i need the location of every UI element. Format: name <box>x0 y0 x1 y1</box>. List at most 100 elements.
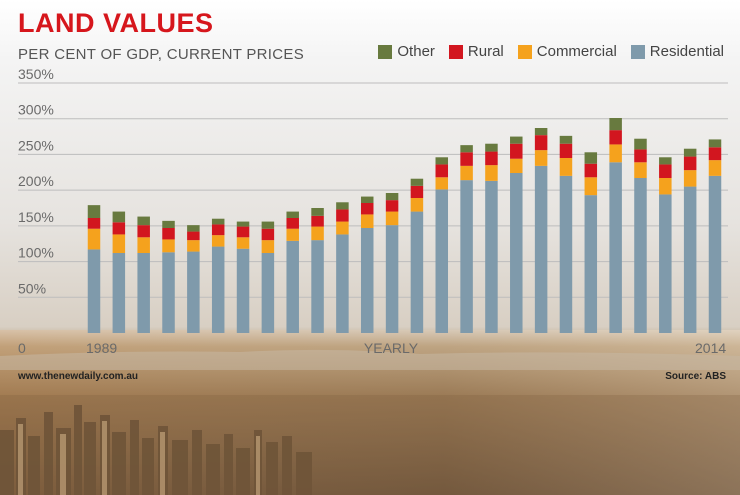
legend-label-residential: Residential <box>649 43 724 60</box>
bar-other <box>559 135 573 144</box>
legend-item-other: Other <box>378 43 435 60</box>
bar-residential <box>683 186 697 333</box>
bar-residential <box>385 225 399 333</box>
legend-swatch-other <box>378 44 393 59</box>
bar-other <box>87 205 101 218</box>
bar-rural <box>435 164 449 178</box>
bar-other <box>261 221 275 229</box>
y-tick-label: 50% <box>18 280 46 296</box>
bar-commercial <box>584 177 598 196</box>
bar-commercial <box>659 178 672 195</box>
bar-rural <box>211 224 225 236</box>
bar-commercial <box>460 165 473 181</box>
bar-other <box>286 211 299 218</box>
bar-commercial <box>609 144 622 163</box>
bar-rural <box>137 225 150 238</box>
y-tick-label: 350% <box>18 66 54 82</box>
bar-residential <box>162 252 175 333</box>
bar-commercial <box>336 221 349 235</box>
bar-residential <box>112 253 126 333</box>
bar-rural <box>162 228 175 240</box>
bar-residential <box>311 240 324 333</box>
legend-item-rural: Rural <box>448 43 504 60</box>
bar-rural <box>410 185 424 198</box>
bar-other <box>683 148 697 157</box>
bar-other <box>609 118 622 131</box>
bar-other <box>659 157 672 165</box>
bar-commercial <box>510 158 523 173</box>
bar-commercial <box>708 160 722 176</box>
bar-other <box>236 221 250 227</box>
bar-rural <box>460 152 473 166</box>
bar-commercial <box>137 237 150 253</box>
bar-other <box>336 202 349 210</box>
bar-rural <box>360 203 374 215</box>
bar-commercial <box>211 235 225 247</box>
legend-swatch-residential <box>630 44 645 59</box>
bar-commercial <box>360 214 374 228</box>
bar-other <box>385 193 399 201</box>
bar-rural <box>112 222 126 235</box>
bar-other <box>162 220 175 228</box>
x-tick-label-last: 2014 <box>695 340 726 356</box>
bar-residential <box>360 228 374 333</box>
bar-residential <box>87 249 101 333</box>
bar-residential <box>534 165 548 333</box>
y-tick-label: 0 <box>18 340 26 356</box>
bar-rural <box>187 231 200 241</box>
bar-commercial <box>410 198 424 212</box>
bar-rural <box>286 218 299 229</box>
bar-residential <box>485 180 498 333</box>
legend-swatch-commercial <box>517 44 532 59</box>
bar-other <box>187 225 200 232</box>
bar-residential <box>410 211 424 333</box>
bar-residential <box>336 234 349 333</box>
bar-other <box>485 143 498 152</box>
legend-label-rural: Rural <box>467 43 504 60</box>
bar-commercial <box>286 228 299 241</box>
bar-residential <box>460 180 473 333</box>
bar-residential <box>236 248 250 333</box>
bar-commercial <box>311 226 324 241</box>
bar-other <box>460 145 473 153</box>
bar-residential <box>634 178 647 333</box>
legend-swatch-rural <box>448 44 463 59</box>
bar-commercial <box>162 239 175 253</box>
bar-other <box>435 157 449 165</box>
bar-rural <box>683 156 697 171</box>
bar-commercial <box>385 211 399 226</box>
bar-other <box>534 128 548 136</box>
bar-other <box>634 138 647 150</box>
bar-residential <box>510 173 523 333</box>
bar-residential <box>187 251 200 333</box>
bar-rural <box>87 218 101 229</box>
legend: Other Rural Commercial Residential <box>378 43 724 60</box>
bar-commercial <box>261 240 275 253</box>
bar-other <box>311 208 324 216</box>
y-tick-label: 200% <box>18 173 54 189</box>
bar-commercial <box>112 234 126 253</box>
y-tick-label: 100% <box>18 245 54 261</box>
bar-rural <box>311 215 324 227</box>
bar-commercial <box>634 162 647 178</box>
y-tick-label: 150% <box>18 209 54 225</box>
bar-other <box>410 178 424 186</box>
bar-rural <box>534 135 548 151</box>
bar-rural <box>609 130 622 145</box>
legend-label-commercial: Commercial <box>536 43 617 60</box>
bar-residential <box>659 194 672 333</box>
bar-rural <box>261 228 275 241</box>
bar-residential <box>435 189 449 333</box>
bar-other <box>584 152 598 164</box>
bar-residential <box>559 175 573 333</box>
bar-commercial <box>87 228 101 250</box>
bar-rural <box>336 209 349 222</box>
bar-commercial <box>236 237 250 249</box>
bar-rural <box>236 226 250 238</box>
bar-residential <box>609 162 622 333</box>
bar-other <box>510 136 523 144</box>
legend-item-commercial: Commercial <box>517 43 617 60</box>
bar-other <box>137 216 150 226</box>
bar-rural <box>485 151 498 166</box>
